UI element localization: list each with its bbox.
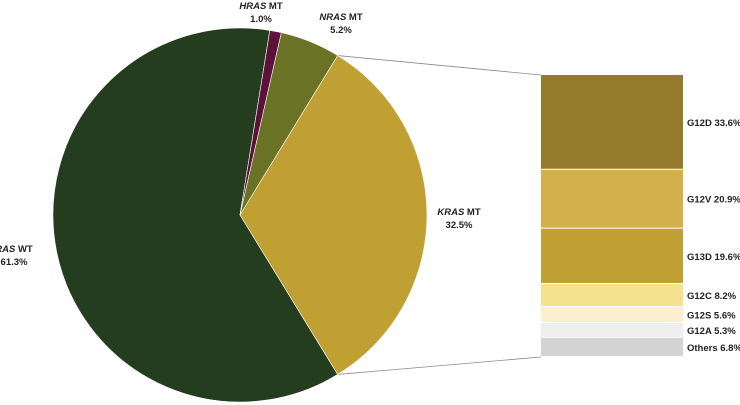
pie-slice-ras <box>52 27 339 403</box>
connector-line-top <box>337 55 542 76</box>
bar-segment-4 <box>541 307 683 322</box>
bar-segment-0 <box>541 75 683 169</box>
pie-label-gene-hras: HRAS <box>239 1 267 12</box>
pie-label-status-nras: MT <box>346 12 363 23</box>
bar-segment-6 <box>541 337 683 356</box>
pie-value-nras: 5.2% <box>330 25 352 36</box>
pie-labels: RAS WT 61.3% HRAS MT 1.0% NRAS MT 5.2% KRAS MT… <box>0 1 481 268</box>
pie-label-gene-nras: NRAS <box>319 12 347 23</box>
pie-slice-kras <box>239 55 428 375</box>
bar-label-1: G12V 20.9% <box>687 195 740 206</box>
bar-segment-1 <box>541 169 683 228</box>
connector-line-bottom <box>337 356 542 375</box>
bar-label-6: Others 6.8% <box>687 343 740 354</box>
pie-label-gene-ras: RAS <box>0 244 16 255</box>
bar-label-5: G12A 5.3% <box>687 326 736 337</box>
bar-label-3: G12C 8.2% <box>687 291 737 302</box>
bar-segment-5 <box>541 322 683 337</box>
pie-label-kras: KRAS MT <box>437 207 480 218</box>
bar-label-0: G12D 33.6% <box>687 118 740 129</box>
bar-label-4: G12S 5.6% <box>687 310 736 321</box>
pie-value-hras: 1.0% <box>250 14 272 25</box>
pie-label-status-hras: MT <box>266 1 283 12</box>
connector-lines <box>337 55 542 375</box>
pie-label-ras: RAS WT <box>0 244 33 255</box>
pie-label-status-ras: WT <box>15 244 33 255</box>
pie-label-nras: NRAS MT <box>319 12 362 23</box>
pie-label-status-kras: MT <box>464 207 481 218</box>
bar-label-2: G13D 19.6% <box>687 252 740 263</box>
bar-segment-2 <box>541 228 683 283</box>
pie-value-kras: 32.5% <box>446 220 473 231</box>
bar-labels: G12D 33.6% G12V 20.9% G13D 19.6% G12C 8.2% G… <box>687 118 740 354</box>
kras-breakdown-bar <box>541 75 683 356</box>
pie-label-hras: HRAS MT <box>239 1 282 12</box>
bar-segment-3 <box>541 283 683 307</box>
pie-chart <box>52 27 428 403</box>
pie-label-gene-kras: KRAS <box>437 207 465 218</box>
pie-value-ras: 61.3% <box>1 257 28 268</box>
